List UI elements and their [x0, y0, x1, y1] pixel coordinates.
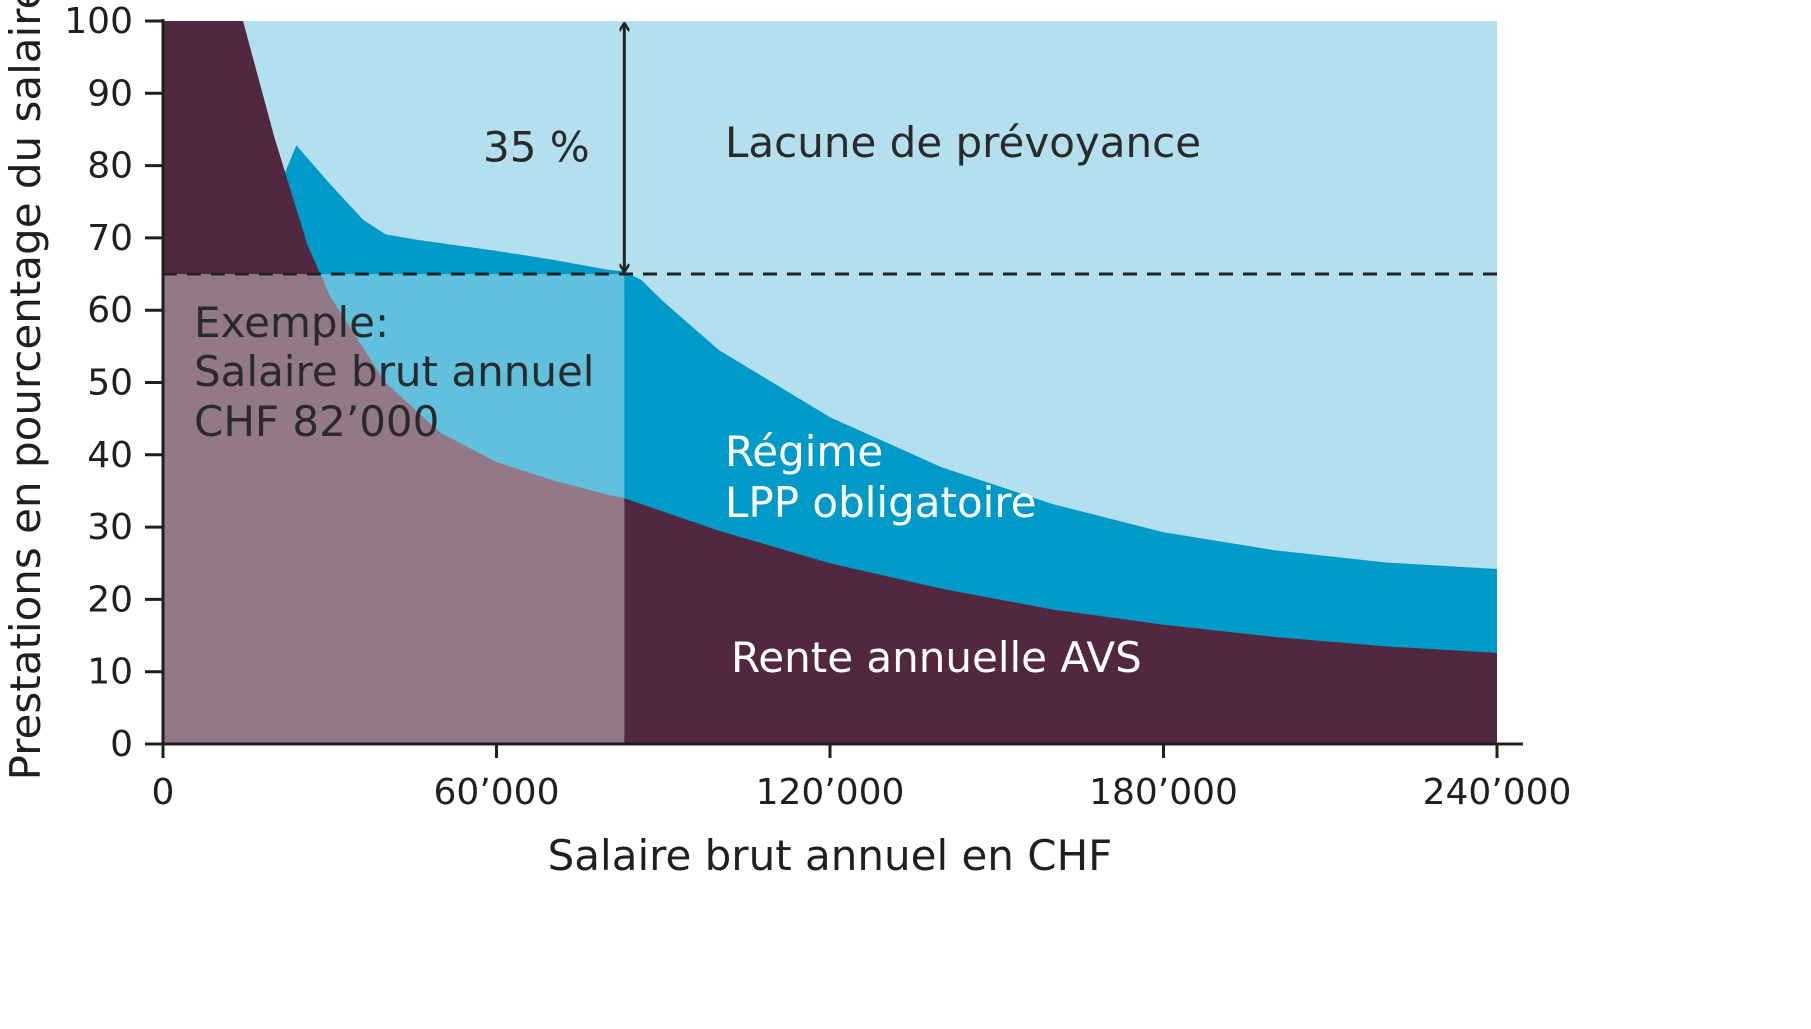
y-tick-label-0: 0: [110, 724, 133, 765]
x-ticks: 0 60’000 120’000 180’000 240’000: [152, 744, 1572, 813]
label-example-line2: Salaire brut annuel: [194, 347, 594, 396]
plot-areas: [163, 21, 1498, 744]
label-lacune: Lacune de prévoyance: [725, 118, 1201, 167]
example-overlay: [163, 274, 625, 744]
gap-percent-label: 35 %: [483, 123, 590, 172]
y-ticks: 0 10 20 30 40 50 60 70 80 90 100: [64, 1, 163, 765]
y-tick-label-10: 100: [64, 1, 133, 42]
x-tick-label-3: 180’000: [1089, 772, 1238, 813]
label-example-line1: Exemple:: [194, 298, 389, 347]
x-tick-label-0: 0: [152, 772, 175, 813]
y-tick-label-1: 10: [87, 652, 133, 693]
y-tick-label-9: 90: [87, 73, 133, 114]
y-tick-label-3: 30: [87, 507, 133, 548]
area-rente-avs: [163, 21, 1497, 744]
label-lpp-line1: Régime: [725, 427, 883, 476]
x-tick-label-4: 240’000: [1423, 772, 1572, 813]
y-tick-label-8: 80: [87, 146, 133, 187]
x-axis-title: Salaire brut annuel en CHF: [548, 831, 1113, 880]
label-example-line3: CHF 82’000: [194, 397, 439, 446]
x-tick-label-1: 60’000: [434, 772, 560, 813]
label-lpp-line2: LPP obligatoire: [725, 478, 1037, 527]
label-avs: Rente annuelle AVS: [731, 633, 1142, 682]
y-tick-label-2: 20: [87, 579, 133, 620]
x-tick-label-2: 120’000: [756, 772, 905, 813]
axes: 0 60’000 120’000 180’000 240’000 0 10 20 30 40 50…: [64, 1, 1571, 813]
y-tick-label-6: 60: [87, 290, 133, 331]
y-tick-label-4: 40: [87, 435, 133, 476]
y-tick-label-7: 70: [87, 218, 133, 259]
y-axis-title: Prestations en pourcentage du salaire: [1, 0, 50, 780]
y-tick-label-5: 50: [87, 363, 133, 404]
